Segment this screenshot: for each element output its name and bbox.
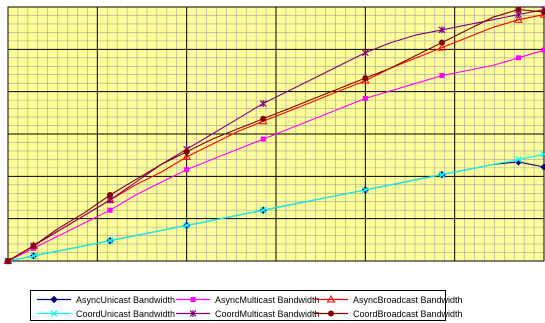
series-line	[7, 8, 545, 262]
data-point	[438, 39, 445, 46]
data-point	[106, 237, 114, 245]
data-point	[259, 206, 267, 214]
legend-marker	[50, 310, 58, 317]
legend-marker	[189, 310, 197, 317]
data-point	[107, 207, 113, 213]
legend-label: AsyncUnicast Bandwidth	[76, 294, 176, 305]
legend-marker	[190, 297, 196, 302]
data-point	[515, 6, 522, 13]
legend-label: CoordUnicast Bandwidth	[76, 308, 176, 319]
data-point	[183, 222, 191, 229]
legend-swatch	[176, 310, 210, 317]
legend-item-async-broadcast: AsyncBroadcast Bandwidth	[312, 293, 463, 306]
data-point	[514, 15, 523, 23]
legend-swatch	[37, 310, 71, 317]
legend-swatch	[37, 295, 71, 304]
data-point	[515, 155, 522, 163]
data-point	[540, 150, 545, 158]
data-point	[438, 171, 446, 179]
plot-border	[7, 6, 545, 262]
series-line	[7, 49, 545, 262]
data-point	[362, 95, 368, 101]
data-point	[259, 100, 267, 108]
data-point	[437, 43, 447, 51]
data-point	[540, 163, 545, 171]
legend-swatch	[176, 297, 210, 302]
legend-label: AsyncBroadcast Bandwidth	[353, 294, 463, 305]
data-point	[361, 186, 369, 194]
data-point	[184, 167, 190, 173]
plot-area	[3, 6, 545, 265]
data-point	[5, 258, 11, 264]
legend: AsyncUnicast Bandwidth AsyncMulticast Ba…	[30, 290, 463, 321]
legend-item-async-unicast: AsyncUnicast Bandwidth	[35, 293, 175, 306]
data-point	[541, 9, 545, 16]
data-point	[30, 252, 37, 260]
legend-item-coord-unicast: CoordUnicast Bandwidth	[35, 307, 175, 320]
legend-swatch	[314, 295, 348, 303]
data-point	[30, 242, 37, 249]
legend-label: AsyncMulticast Bandwidth	[215, 294, 320, 305]
data-point	[260, 136, 266, 142]
data-point	[361, 49, 369, 57]
legend-marker	[50, 295, 58, 304]
data-point	[260, 115, 267, 122]
legend-label: CoordMulticast Bandwidth	[215, 308, 320, 319]
legend-item-coord-multicast: CoordMulticast Bandwidth	[174, 307, 320, 320]
data-point	[541, 47, 545, 53]
legend-item-coord-broadcast: CoordBroadcast Bandwidth	[312, 307, 463, 320]
legend-item-async-multicast: AsyncMulticast Bandwidth	[174, 293, 320, 306]
data-point	[438, 26, 446, 34]
legend-swatch	[314, 310, 348, 317]
series-line	[7, 8, 545, 262]
legend-marker	[328, 310, 334, 317]
data-point	[183, 148, 190, 155]
data-point	[107, 191, 114, 198]
data-point	[439, 73, 445, 79]
series-coordbroadcast-bandwidth	[5, 6, 545, 264]
series-line	[7, 153, 545, 262]
legend-marker	[326, 295, 336, 303]
data-point	[515, 55, 521, 61]
data-point	[182, 152, 192, 160]
series-coordunicast-bandwidth	[4, 150, 545, 265]
data-point	[362, 75, 369, 82]
legend-label: CoordBroadcast Bandwidth	[353, 308, 463, 319]
